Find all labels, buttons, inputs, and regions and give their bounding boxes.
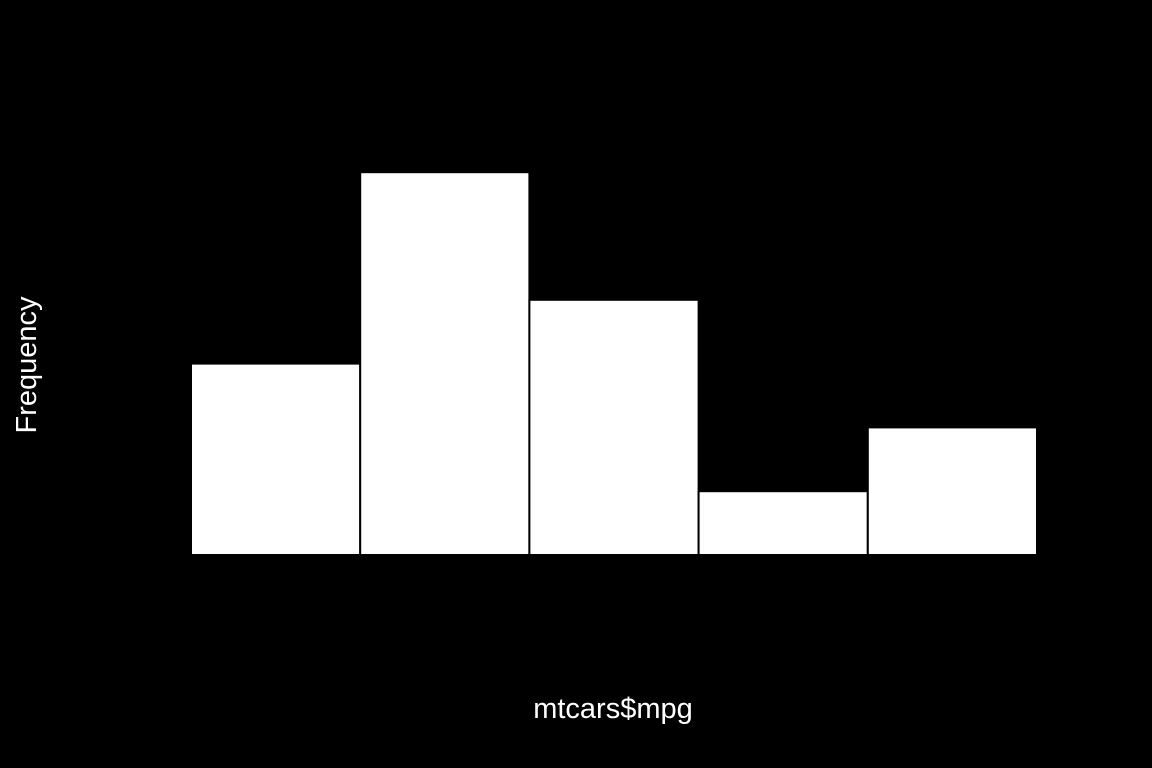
bars-group (190, 171, 1038, 557)
histogram-bar-20-25 (528, 298, 700, 556)
histogram-bar-10-15 (190, 362, 362, 556)
x-axis-label: mtcars$mpg (533, 693, 693, 725)
y-axis-label: Frequency (11, 296, 43, 434)
histogram-bar-30-35 (866, 426, 1038, 556)
histogram-bar-15-20 (359, 171, 531, 556)
histogram-bar-25-30 (697, 490, 869, 557)
